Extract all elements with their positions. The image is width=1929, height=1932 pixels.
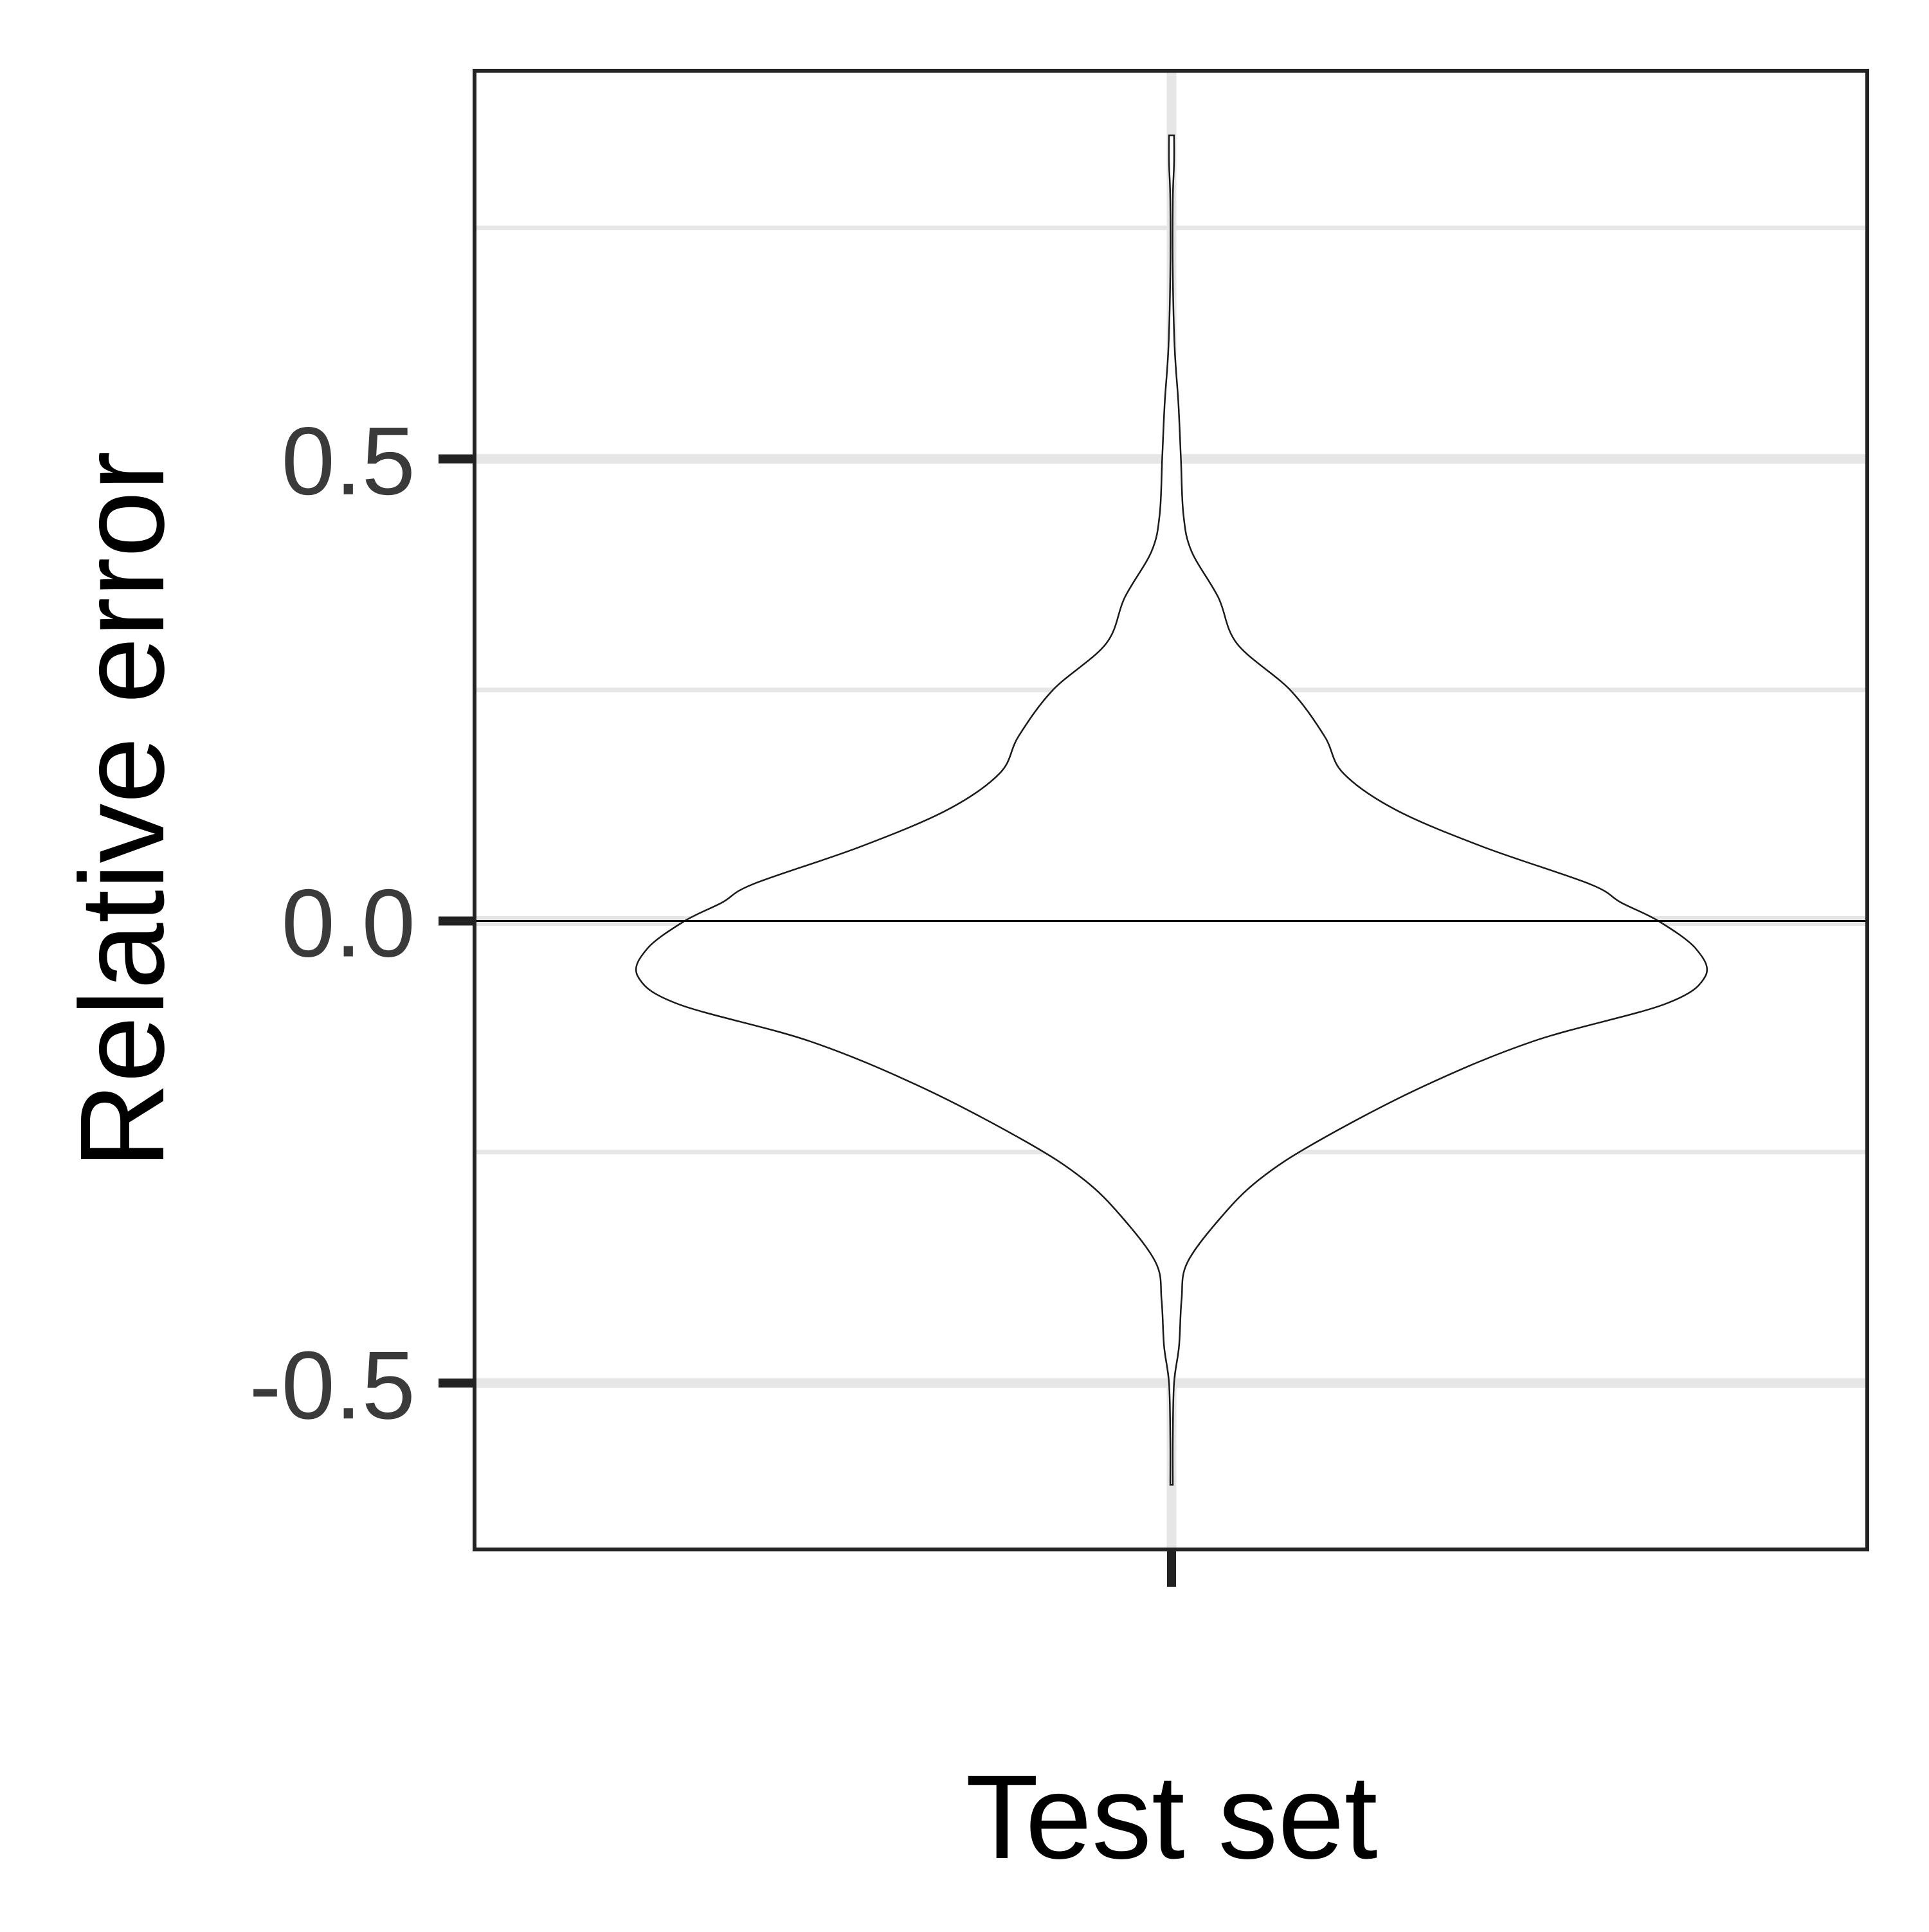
x-axis-title: Test set: [966, 1751, 1378, 1884]
y-tick-label: -0.5: [249, 1331, 415, 1439]
y-tick-label: 0.0: [281, 869, 415, 977]
y-tick-label: 0.5: [281, 407, 415, 515]
axis-ticks: [439, 454, 1176, 1587]
tick-labels: 0.5 0.0 -0.5: [249, 407, 415, 1440]
violin-layer: [635, 134, 1708, 1486]
violin-test-set: [635, 134, 1708, 1486]
y-axis-title: Relative error: [56, 451, 189, 1169]
